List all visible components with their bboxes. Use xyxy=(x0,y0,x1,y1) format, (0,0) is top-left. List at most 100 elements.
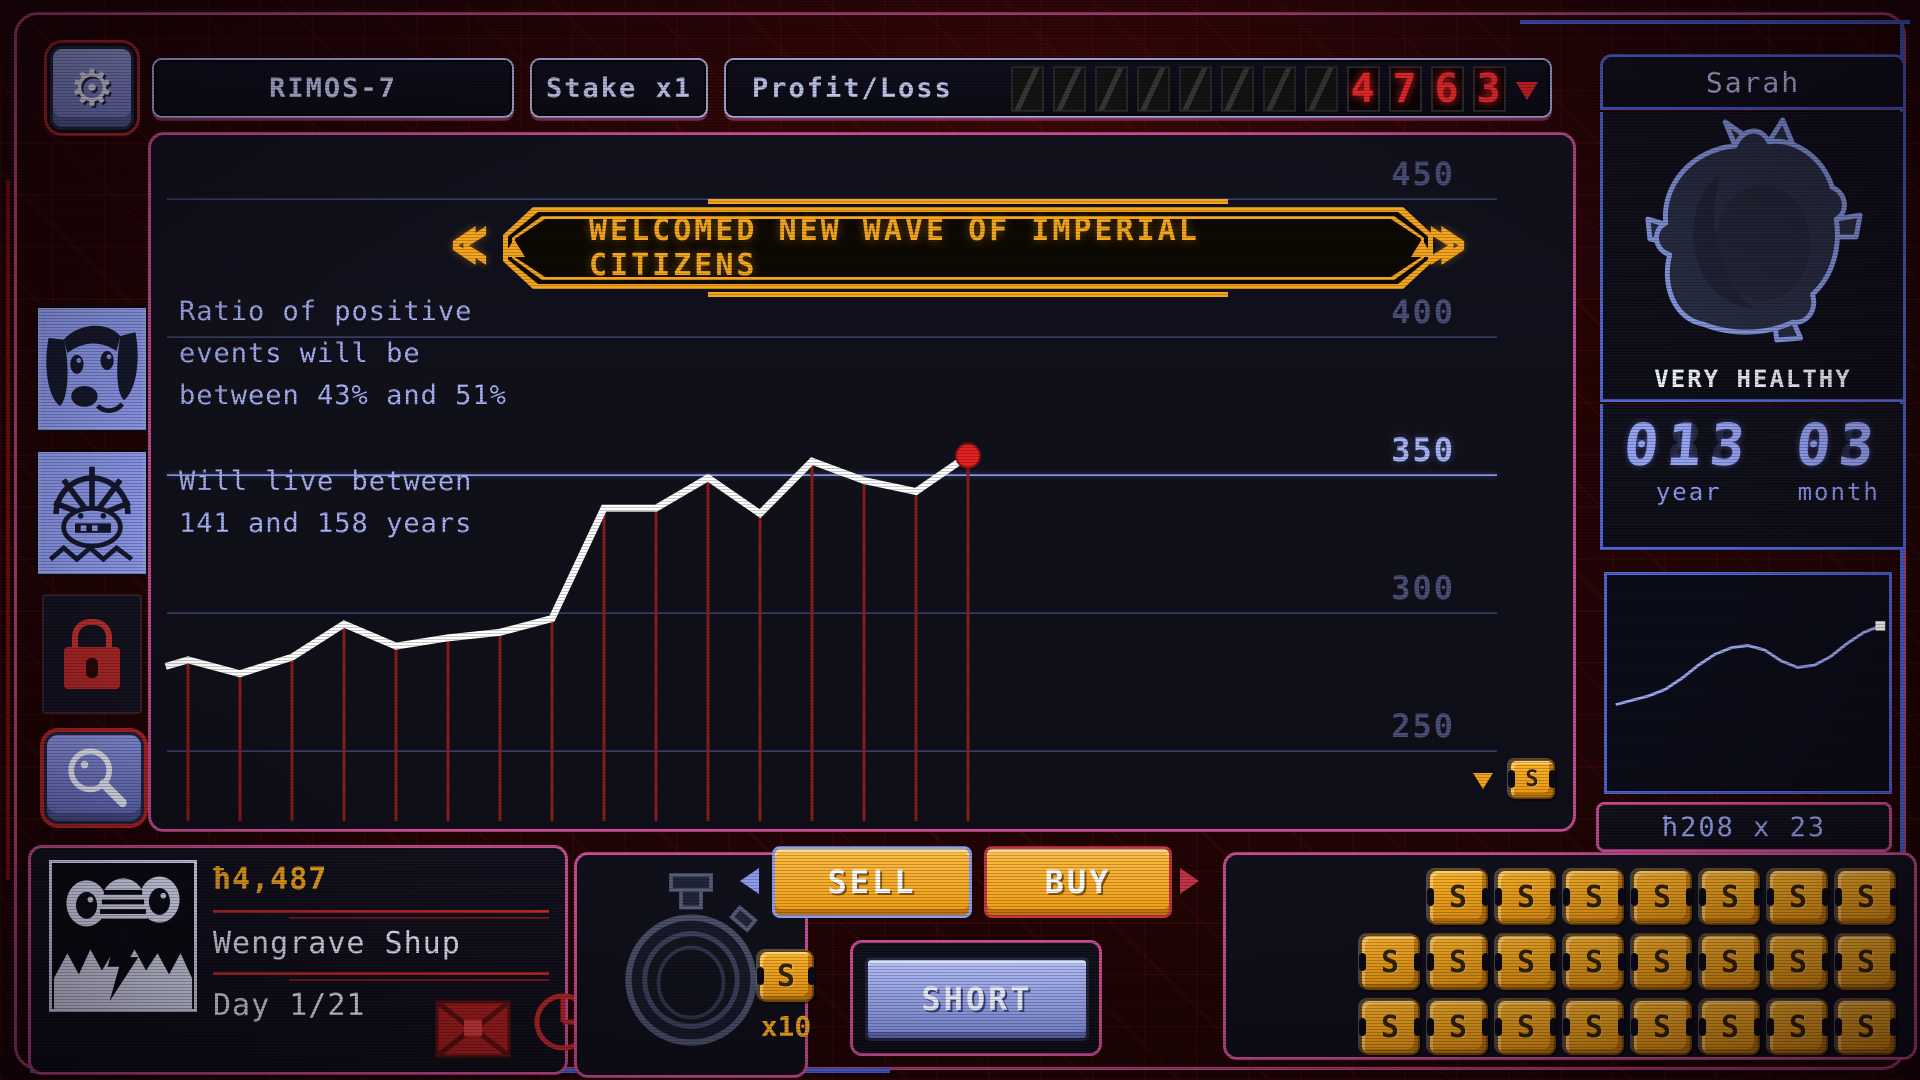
banner-accent xyxy=(708,292,1228,297)
stopwatch-icon xyxy=(625,873,758,1046)
divider xyxy=(289,917,549,919)
forecast-annotation-2: Will live between 141 and 158 years xyxy=(179,466,473,539)
digit-cell-empty xyxy=(1305,66,1338,112)
share-ticket: S xyxy=(1700,869,1760,925)
digit-cell: 3 xyxy=(1473,66,1506,112)
event-banner: WELCOMED NEW WAVE OF IMPERIAL CITIZENS xyxy=(503,207,1433,289)
divider xyxy=(213,972,549,975)
month-digits: 88 03 xyxy=(1792,411,1885,479)
share-ticket: S xyxy=(1768,869,1828,925)
share-ticket: S xyxy=(1360,934,1420,990)
digit-cell-empty xyxy=(1011,66,1044,112)
short-button[interactable]: SHORT xyxy=(865,957,1089,1041)
share-ticket: S xyxy=(1564,934,1624,990)
share-badge: S xyxy=(1509,759,1555,799)
alien-portrait-icon xyxy=(41,455,143,571)
sidebar-item-pet-dog[interactable] xyxy=(38,308,146,430)
divider xyxy=(213,910,549,913)
share-ticket: S xyxy=(1632,999,1692,1055)
loss-arrow-icon xyxy=(1516,82,1538,100)
buy-arrow-icon[interactable] xyxy=(1180,868,1199,894)
client-portrait xyxy=(49,860,197,1012)
frame-accent-left xyxy=(6,180,10,880)
client-day-counter: Day 1/21 xyxy=(213,988,366,1023)
banner-right-chevrons: << xyxy=(1445,201,1466,288)
tab-ticker[interactable]: RIMOS-7 xyxy=(152,58,514,118)
price-chart-panel: WELCOMED NEW WAVE OF IMPERIAL CITIZENS <… xyxy=(148,132,1576,832)
share-ticket: S xyxy=(1428,999,1488,1055)
mini-history-chart xyxy=(1604,572,1892,794)
sell-button[interactable]: SELL xyxy=(772,846,972,918)
stake-label: Stake x1 xyxy=(545,72,693,104)
chart-zoom-button[interactable] xyxy=(44,732,144,824)
digit-cell: 4 xyxy=(1347,66,1380,112)
digit-cell: 7 xyxy=(1389,66,1422,112)
pet-display: VERY HEALTHY xyxy=(1600,112,1906,402)
digit-cell-empty xyxy=(1053,66,1086,112)
year-digits: 888 013 xyxy=(1621,411,1757,479)
banner-accent xyxy=(708,199,1228,204)
share-ticket: S xyxy=(1564,869,1624,925)
frame-accent-top-right xyxy=(1520,20,1910,24)
message-button[interactable] xyxy=(435,1000,511,1062)
pet-creature-icon xyxy=(1645,117,1863,343)
share-ticket: S xyxy=(1428,869,1488,925)
year-label: year xyxy=(1655,478,1722,506)
digit-cell-empty xyxy=(1221,66,1254,112)
banner-text: WELCOMED NEW WAVE OF IMPERIAL CITIZENS xyxy=(589,213,1200,283)
share-ticket: S xyxy=(1632,934,1692,990)
buy-button[interactable]: BUY xyxy=(984,846,1172,918)
client-panel: ħ4,487 Wengrave Shup Day 1/21 xyxy=(28,845,604,1075)
share-ticket: S xyxy=(1496,869,1556,925)
share-ticket: S xyxy=(1700,999,1760,1055)
short-panel: SHORT xyxy=(850,940,1102,1056)
pet-health-status: VERY HEALTHY xyxy=(1654,365,1852,393)
banner-left-chevrons: << xyxy=(451,201,488,288)
share-ticket: S xyxy=(1836,999,1896,1055)
share-price-text: ħ208 x 23 xyxy=(1661,811,1827,843)
pet-name: Sarah xyxy=(1705,65,1801,99)
share-ticket: S xyxy=(1360,999,1420,1055)
share-ticket: S xyxy=(1496,934,1556,990)
share-ticket: S xyxy=(1836,869,1896,925)
digit-cell-empty xyxy=(1137,66,1170,112)
sell-arrow-icon[interactable] xyxy=(740,868,759,894)
share-ticket: S xyxy=(1428,934,1488,990)
trend-down-icon xyxy=(1473,773,1493,789)
pet-name-header: Sarah xyxy=(1600,54,1906,110)
profit-loss-label: Profit/Loss xyxy=(752,72,953,104)
dog-portrait-icon xyxy=(41,311,143,427)
stake-multiplier: x10 xyxy=(760,1010,812,1043)
digit-cell: 6 xyxy=(1431,66,1464,112)
settings-button[interactable]: ⚙ xyxy=(50,46,134,130)
digit-cell-empty xyxy=(1263,66,1296,112)
stake-badge: S xyxy=(758,950,814,1002)
share-ticket: S xyxy=(1496,999,1556,1055)
share-ticket: S xyxy=(1836,934,1896,990)
gear-icon: ⚙ xyxy=(69,59,115,117)
share-ticket: S xyxy=(1768,934,1828,990)
sidebar-locked-slot[interactable] xyxy=(42,594,142,714)
client-portrait-icon xyxy=(53,876,193,1009)
share-ticket: S xyxy=(1700,934,1760,990)
share-ticket: S xyxy=(1632,869,1692,925)
forecast-annotation-1: Ratio of positive events will be between… xyxy=(179,296,507,411)
magnifier-icon xyxy=(68,748,127,807)
latest-price-marker xyxy=(955,442,981,469)
client-name: Wengrave Shup xyxy=(213,926,461,961)
month-label: month xyxy=(1797,478,1880,506)
digit-cell-empty xyxy=(1179,66,1212,112)
tab-stake[interactable]: Stake x1 xyxy=(530,58,708,118)
lock-icon xyxy=(64,619,120,689)
mini-chart-marker xyxy=(1875,620,1886,631)
ticker-label: RIMOS-7 xyxy=(269,72,397,104)
client-funds: ħ4,487 xyxy=(213,862,328,897)
sidebar-item-pet-alien[interactable] xyxy=(38,452,146,574)
